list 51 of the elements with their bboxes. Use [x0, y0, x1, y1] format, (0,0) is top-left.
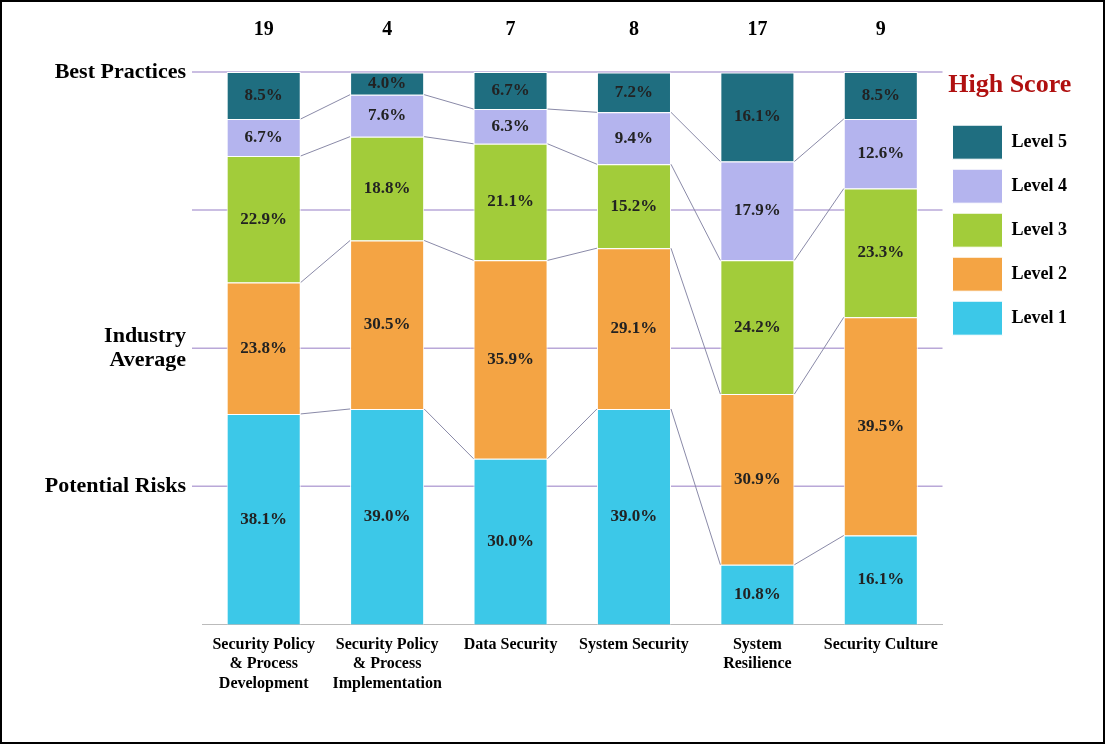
- data-label: 39.0%: [363, 506, 411, 526]
- legend-label: Level 1: [1011, 306, 1068, 327]
- x-tick-label: Data Security: [463, 635, 558, 654]
- data-label: 8.5%: [861, 84, 900, 104]
- data-label: 39.5%: [857, 415, 905, 435]
- data-label: 7.6%: [368, 105, 407, 125]
- data-label: 6.7%: [491, 79, 530, 99]
- data-label: 16.1%: [857, 569, 905, 589]
- text: 9: [875, 17, 886, 40]
- data-label: 12.6%: [857, 143, 905, 163]
- data-label: 21.1%: [487, 191, 534, 211]
- legend-label: Level 5: [1011, 130, 1068, 151]
- data-label: 30.9%: [734, 468, 781, 488]
- data-label: 23.8%: [240, 337, 288, 357]
- data-label: 6.7%: [244, 126, 283, 146]
- text: 8: [628, 17, 639, 40]
- text: 4: [382, 17, 393, 40]
- x-tick-label: System Security: [579, 635, 689, 654]
- data-label: 30.5%: [363, 314, 411, 334]
- data-label: 7.2%: [614, 81, 654, 101]
- x-tick-label: System Resilience: [723, 635, 792, 672]
- data-label: 38.1%: [240, 508, 288, 528]
- x-tick-label: Security Culture: [823, 635, 938, 654]
- data-label: 24.2%: [734, 316, 781, 336]
- text: 7: [505, 17, 516, 40]
- data-label: 18.8%: [363, 177, 411, 197]
- ref-line-label: Potential Risks: [44, 471, 187, 497]
- ref-line-label: Best Practices: [54, 57, 187, 83]
- data-label: 30.0%: [487, 530, 534, 550]
- x-tick-label: Security Policy & Process Development: [212, 635, 316, 692]
- data-label: 15.2%: [610, 195, 658, 215]
- data-label: 6.3%: [491, 115, 530, 135]
- data-label: 4.0%: [368, 72, 407, 92]
- data-label: 22.9%: [240, 208, 288, 228]
- x-tick-label: Security Policy & Process Implementation: [332, 635, 442, 692]
- data-label: 29.1%: [610, 317, 658, 337]
- data-label: 10.8%: [734, 583, 781, 603]
- legend-label: Level 2: [1011, 262, 1068, 283]
- text: 19: [253, 17, 274, 40]
- legend-title: High Score: [948, 68, 1072, 98]
- data-label: 39.0%: [610, 506, 658, 526]
- data-label: 35.9%: [487, 348, 534, 368]
- legend-label: Level 4: [1011, 174, 1068, 195]
- data-label: 9.4%: [614, 127, 654, 147]
- data-label: 23.3%: [857, 242, 905, 262]
- text: 17: [747, 17, 768, 40]
- data-label: 17.9%: [734, 200, 781, 220]
- data-label: 16.1%: [734, 106, 781, 126]
- data-label: 8.5%: [244, 84, 283, 104]
- ref-line-label: Industry Average: [104, 321, 187, 371]
- legend-label: Level 3: [1011, 218, 1068, 239]
